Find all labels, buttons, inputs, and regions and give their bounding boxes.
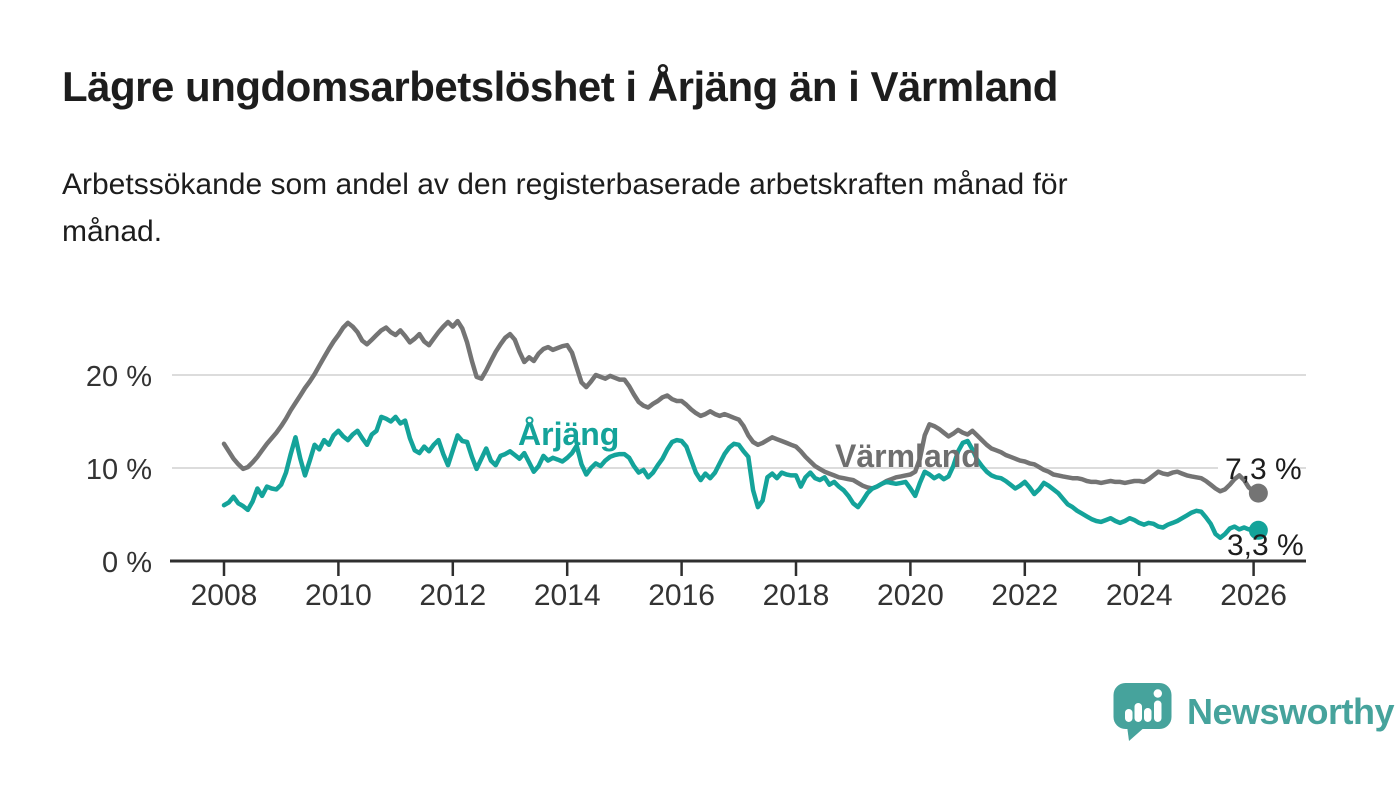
newsworthy-logo-icon <box>1113 683 1172 741</box>
newsworthy-wordmark: Newsworthy <box>1187 691 1395 732</box>
x-axis-tick-label: 2016 <box>648 579 715 612</box>
arjang-end-value: 3,3 % <box>1227 529 1304 562</box>
x-axis-tick-label: 2008 <box>191 579 258 612</box>
x-axis-tick-label: 2010 <box>305 579 372 612</box>
chart-subtitle-line-2: månad. <box>62 215 163 248</box>
varmland-line <box>221 318 1261 496</box>
chart-subtitle: Arbetssökande som andel av den registerb… <box>62 161 1068 255</box>
y-axis-tick-label: 0 % <box>102 547 152 579</box>
chart-subtitle-line-1: Arbetssökande som andel av den registerb… <box>62 168 1068 201</box>
x-axis-tick-label: 2018 <box>763 579 830 612</box>
varmland-end-dot <box>1248 483 1268 503</box>
x-axis-tick-label: 2014 <box>534 579 601 612</box>
y-axis-tick-label: 20 % <box>86 361 152 393</box>
newsworthy-logo: Newsworthy <box>1113 682 1395 742</box>
arjang-line <box>221 414 1261 541</box>
x-axis-tick-label: 2026 <box>1220 579 1287 612</box>
x-axis-tick-label: 2012 <box>419 579 486 612</box>
varmland-series-label: Värmland <box>835 438 981 474</box>
varmland-end-value: 7,3 % <box>1225 453 1302 486</box>
x-axis-tick-label: 2024 <box>1106 579 1173 612</box>
arjang-end-dot <box>1248 520 1268 540</box>
arjang-series-label: Årjäng <box>518 416 620 452</box>
page-title: Lägre ungdomsarbetslöshet i Årjäng än i … <box>62 63 1058 110</box>
x-axis-tick-label: 2022 <box>991 579 1058 612</box>
y-axis-tick-label: 10 % <box>86 454 152 486</box>
x-axis-tick-label: 2020 <box>877 579 944 612</box>
